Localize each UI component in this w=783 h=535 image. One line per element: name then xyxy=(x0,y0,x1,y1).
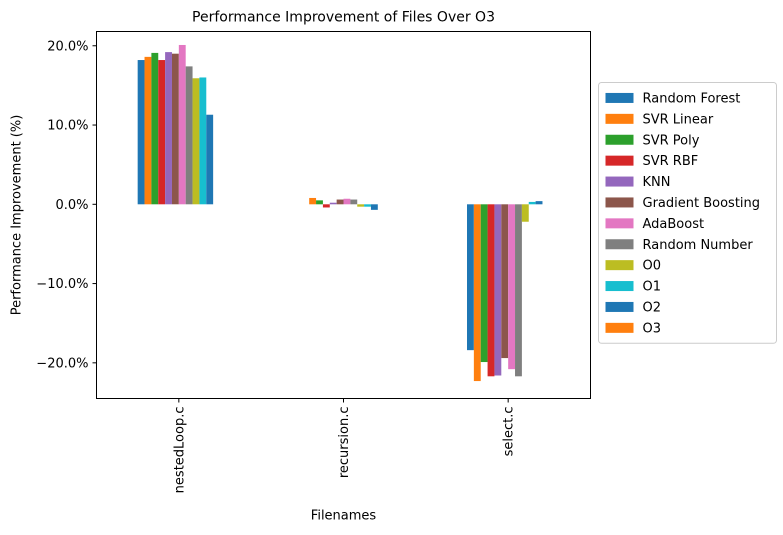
legend-label: KNN xyxy=(643,175,671,190)
legend-label: Gradient Boosting xyxy=(643,196,761,211)
x-tick-label: select.c xyxy=(502,407,517,457)
legend: Random Forest SVR Linear SVR Poly SVR RBF KN… xyxy=(598,82,777,344)
bar xyxy=(137,60,145,205)
bar xyxy=(515,204,522,377)
bar xyxy=(151,52,159,205)
bar xyxy=(487,204,495,377)
bar xyxy=(535,201,543,205)
y-axis-label: Performance Improvement (%) xyxy=(10,115,25,316)
bar xyxy=(480,204,488,363)
y-axis: 20.0% 10.0% 0.0% −10.0% −20.0% xyxy=(36,39,97,371)
bar xyxy=(192,78,200,205)
y-tick-label: 0.0% xyxy=(55,198,88,213)
bars-group xyxy=(137,44,543,382)
y-tick-label: 20.0% xyxy=(47,39,88,54)
legend-label: SVR Linear xyxy=(643,112,714,127)
legend-swatch xyxy=(605,113,634,124)
bar xyxy=(171,53,179,205)
bar xyxy=(350,199,358,205)
legend-swatch xyxy=(605,239,634,250)
bar xyxy=(309,197,317,205)
x-axis-label: Filenames xyxy=(311,509,377,524)
legend-label: SVR Poly xyxy=(643,133,700,148)
bar xyxy=(158,60,166,205)
bar xyxy=(199,77,207,205)
bar xyxy=(322,204,330,208)
legend-swatch xyxy=(605,301,634,312)
y-tick-label: −20.0% xyxy=(36,356,88,371)
bar xyxy=(185,66,193,205)
bar xyxy=(357,204,365,207)
chart-title: Performance Improvement of Files Over O3 xyxy=(192,10,495,26)
bar xyxy=(521,204,529,222)
legend-swatch xyxy=(605,218,634,229)
legend-swatch xyxy=(605,92,634,103)
x-tick-label: recursion.c xyxy=(337,407,352,479)
bar xyxy=(364,204,371,207)
legend-swatch xyxy=(605,155,634,166)
bar xyxy=(336,199,344,205)
bar xyxy=(343,198,351,205)
legend-swatch xyxy=(605,134,634,145)
y-tick-label: 10.0% xyxy=(47,119,88,134)
legend-label: O2 xyxy=(643,300,662,315)
bar xyxy=(508,204,516,370)
legend-label: SVR RBF xyxy=(643,154,699,169)
legend-label: O1 xyxy=(643,280,662,295)
x-tick-label: nestedLoop.c xyxy=(172,407,187,494)
bar xyxy=(178,44,186,205)
bar xyxy=(144,56,152,205)
legend-label: Random Number xyxy=(643,238,754,253)
legend-swatch xyxy=(605,322,634,333)
legend-swatch xyxy=(605,176,634,187)
bar xyxy=(316,200,323,205)
bar xyxy=(467,204,474,351)
legend-label: Random Forest xyxy=(643,91,741,106)
bar xyxy=(501,204,509,359)
x-axis: nestedLoop.c recursion.c select.c xyxy=(172,398,517,494)
bar xyxy=(473,204,481,382)
bar xyxy=(370,204,378,210)
bar xyxy=(165,52,172,205)
legend-swatch xyxy=(605,260,634,271)
legend-swatch xyxy=(605,197,634,208)
legend-label: O0 xyxy=(643,259,662,274)
bar xyxy=(206,114,214,205)
legend-label: AdaBoost xyxy=(643,217,705,232)
plot-frame xyxy=(96,31,591,399)
legend-frame xyxy=(598,82,777,344)
bar xyxy=(329,202,337,205)
legend-swatch xyxy=(605,281,634,292)
legend-label: O3 xyxy=(643,321,662,336)
y-tick-label: −10.0% xyxy=(36,277,88,292)
bar xyxy=(494,204,502,376)
bar xyxy=(528,201,536,205)
